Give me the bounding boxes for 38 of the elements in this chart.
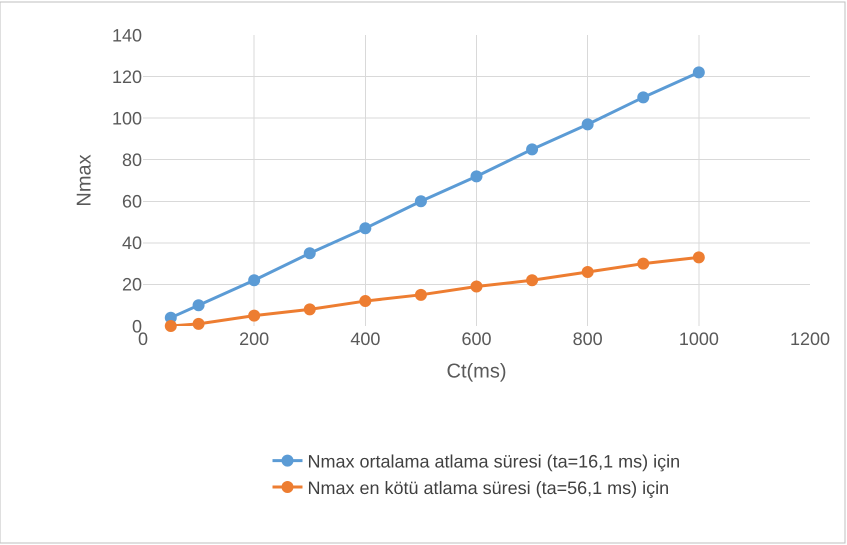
x-tick-label: 1200 bbox=[790, 329, 830, 349]
point bbox=[248, 310, 260, 322]
point bbox=[359, 222, 372, 234]
point bbox=[692, 66, 705, 78]
x-axis-title: Ct(ms) bbox=[446, 360, 506, 382]
point bbox=[637, 258, 650, 270]
point bbox=[582, 118, 594, 130]
point bbox=[470, 280, 482, 293]
point bbox=[414, 288, 427, 301]
x-tick-label: 600 bbox=[461, 329, 492, 349]
point bbox=[582, 266, 594, 278]
x-tick-label: 400 bbox=[350, 329, 380, 349]
point bbox=[470, 170, 482, 182]
x-tick-label: 800 bbox=[572, 329, 603, 349]
x-tick-label: 200 bbox=[239, 329, 270, 349]
y-tick-label: 40 bbox=[122, 233, 142, 254]
point bbox=[526, 274, 538, 286]
point bbox=[248, 274, 260, 286]
point bbox=[192, 318, 205, 330]
point bbox=[692, 251, 705, 264]
y-tick-label: 140 bbox=[112, 25, 142, 46]
y-tick-label: 120 bbox=[112, 66, 142, 87]
y-axis-title: Nmax bbox=[73, 154, 96, 207]
x-tick-label: 1000 bbox=[678, 329, 719, 349]
y-tick-label: 80 bbox=[122, 150, 142, 170]
point bbox=[637, 91, 650, 104]
point bbox=[414, 195, 427, 208]
point bbox=[304, 303, 316, 316]
point bbox=[164, 320, 177, 332]
point bbox=[192, 299, 205, 312]
y-tick-label: 20 bbox=[122, 274, 142, 295]
y-tick-label: 60 bbox=[122, 192, 142, 212]
y-tick-label: 100 bbox=[112, 108, 142, 128]
point bbox=[526, 143, 538, 156]
point bbox=[359, 295, 372, 308]
legend-label: Nmax en kötü atlama süresi (ta=56,1 ms) için bbox=[308, 478, 670, 498]
legend-label: Nmax ortalama atlama süresi (ta=16,1 ms) için bbox=[308, 452, 680, 472]
point bbox=[304, 247, 316, 260]
